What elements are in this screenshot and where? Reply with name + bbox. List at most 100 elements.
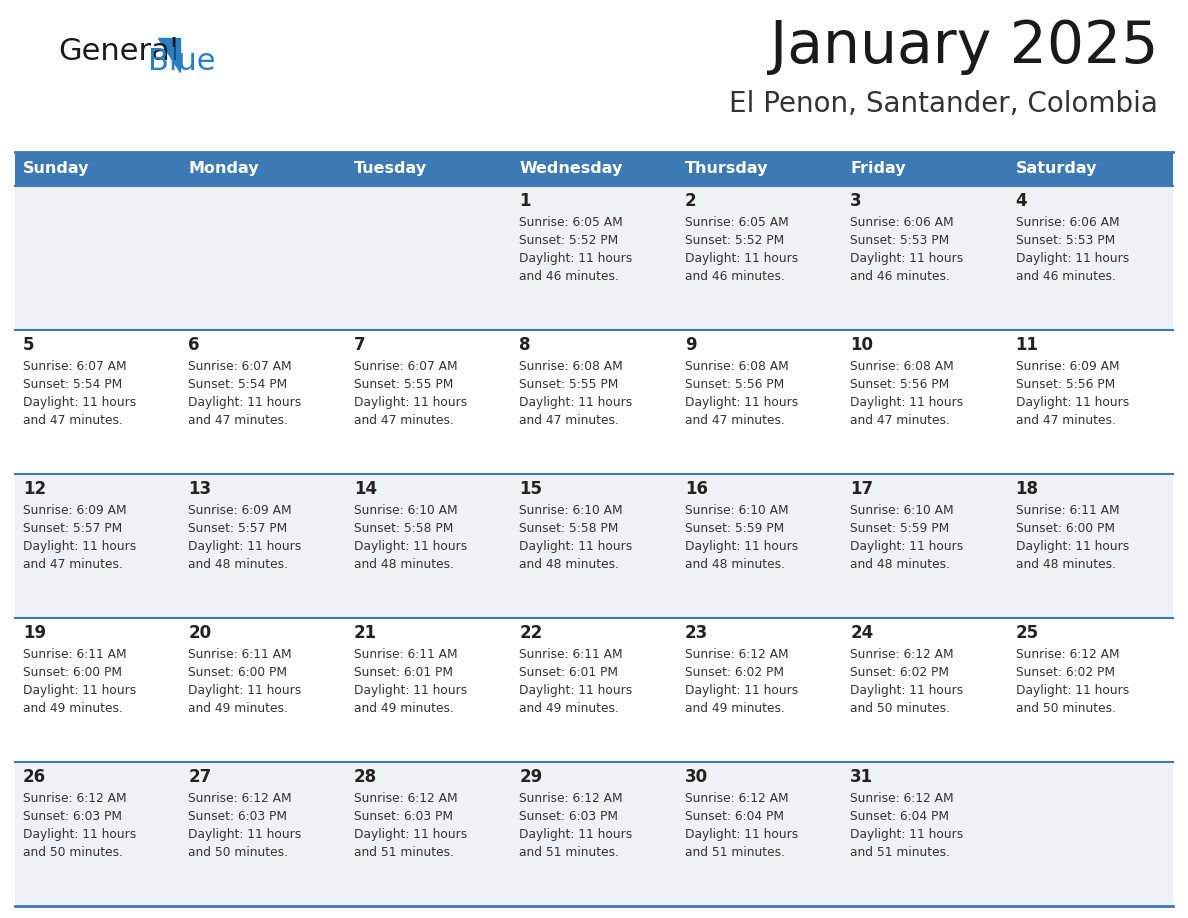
Text: 20: 20 [189, 624, 211, 642]
Text: Daylight: 11 hours: Daylight: 11 hours [189, 396, 302, 409]
Text: Sunset: 5:56 PM: Sunset: 5:56 PM [684, 378, 784, 391]
Text: and 46 minutes.: and 46 minutes. [851, 270, 950, 283]
Text: Sunset: 5:53 PM: Sunset: 5:53 PM [1016, 234, 1114, 247]
Text: and 47 minutes.: and 47 minutes. [851, 414, 950, 427]
Text: 27: 27 [189, 768, 211, 786]
Text: Sunrise: 6:09 AM: Sunrise: 6:09 AM [189, 504, 292, 517]
Text: Sunset: 6:00 PM: Sunset: 6:00 PM [189, 666, 287, 679]
Text: and 48 minutes.: and 48 minutes. [189, 558, 289, 571]
Text: and 46 minutes.: and 46 minutes. [1016, 270, 1116, 283]
Text: and 47 minutes.: and 47 minutes. [189, 414, 289, 427]
Text: Sunrise: 6:11 AM: Sunrise: 6:11 AM [1016, 504, 1119, 517]
Text: Daylight: 11 hours: Daylight: 11 hours [684, 540, 798, 553]
Text: 18: 18 [1016, 480, 1038, 498]
Text: 31: 31 [851, 768, 873, 786]
Text: Sunrise: 6:12 AM: Sunrise: 6:12 AM [851, 648, 954, 661]
Text: Sunset: 5:53 PM: Sunset: 5:53 PM [851, 234, 949, 247]
Text: Daylight: 11 hours: Daylight: 11 hours [1016, 540, 1129, 553]
Text: Daylight: 11 hours: Daylight: 11 hours [354, 396, 467, 409]
Text: Sunrise: 6:11 AM: Sunrise: 6:11 AM [23, 648, 127, 661]
Text: 8: 8 [519, 336, 531, 354]
Text: and 48 minutes.: and 48 minutes. [684, 558, 785, 571]
Text: Daylight: 11 hours: Daylight: 11 hours [851, 684, 963, 697]
Text: and 48 minutes.: and 48 minutes. [1016, 558, 1116, 571]
Text: Sunset: 6:03 PM: Sunset: 6:03 PM [189, 810, 287, 823]
Text: Sunset: 5:52 PM: Sunset: 5:52 PM [684, 234, 784, 247]
Text: Sunrise: 6:12 AM: Sunrise: 6:12 AM [684, 648, 789, 661]
Text: Daylight: 11 hours: Daylight: 11 hours [354, 540, 467, 553]
Bar [346, 152, 511, 186]
Text: Sunrise: 6:06 AM: Sunrise: 6:06 AM [1016, 216, 1119, 229]
Text: Sunrise: 6:11 AM: Sunrise: 6:11 AM [354, 648, 457, 661]
Text: Sunrise: 6:05 AM: Sunrise: 6:05 AM [519, 216, 623, 229]
Text: Daylight: 11 hours: Daylight: 11 hours [519, 684, 632, 697]
Text: January 2025: January 2025 [770, 18, 1158, 75]
Text: Daylight: 11 hours: Daylight: 11 hours [684, 396, 798, 409]
Text: and 49 minutes.: and 49 minutes. [519, 702, 619, 715]
Text: and 50 minutes.: and 50 minutes. [851, 702, 950, 715]
Text: Sunset: 5:54 PM: Sunset: 5:54 PM [189, 378, 287, 391]
Text: Wednesday: Wednesday [519, 162, 623, 176]
Text: 1: 1 [519, 192, 531, 210]
Text: Daylight: 11 hours: Daylight: 11 hours [23, 396, 137, 409]
Text: Daylight: 11 hours: Daylight: 11 hours [684, 252, 798, 265]
Text: Sunset: 6:03 PM: Sunset: 6:03 PM [354, 810, 453, 823]
Text: Sunset: 5:56 PM: Sunset: 5:56 PM [851, 378, 949, 391]
Text: 7: 7 [354, 336, 366, 354]
Text: Sunset: 5:59 PM: Sunset: 5:59 PM [851, 522, 949, 535]
Text: Sunrise: 6:11 AM: Sunrise: 6:11 AM [189, 648, 292, 661]
Text: and 50 minutes.: and 50 minutes. [1016, 702, 1116, 715]
Text: Daylight: 11 hours: Daylight: 11 hours [684, 828, 798, 841]
Text: Sunrise: 6:07 AM: Sunrise: 6:07 AM [354, 360, 457, 373]
Text: Daylight: 11 hours: Daylight: 11 hours [189, 684, 302, 697]
Text: and 47 minutes.: and 47 minutes. [23, 558, 122, 571]
Text: and 49 minutes.: and 49 minutes. [23, 702, 122, 715]
Text: Friday: Friday [851, 162, 905, 176]
Text: and 47 minutes.: and 47 minutes. [1016, 414, 1116, 427]
Text: 4: 4 [1016, 192, 1028, 210]
Text: Daylight: 11 hours: Daylight: 11 hours [1016, 396, 1129, 409]
Text: Sunset: 6:00 PM: Sunset: 6:00 PM [1016, 522, 1114, 535]
Text: 25: 25 [1016, 624, 1038, 642]
Text: Sunset: 6:02 PM: Sunset: 6:02 PM [851, 666, 949, 679]
Text: Sunset: 6:01 PM: Sunset: 6:01 PM [519, 666, 618, 679]
Bar [15, 186, 1173, 330]
Text: Sunrise: 6:12 AM: Sunrise: 6:12 AM [23, 792, 127, 805]
Text: and 48 minutes.: and 48 minutes. [519, 558, 619, 571]
Text: Sunrise: 6:11 AM: Sunrise: 6:11 AM [519, 648, 623, 661]
Text: 29: 29 [519, 768, 543, 786]
Text: and 47 minutes.: and 47 minutes. [23, 414, 122, 427]
Text: General: General [58, 37, 178, 66]
Text: Sunrise: 6:06 AM: Sunrise: 6:06 AM [851, 216, 954, 229]
Text: and 48 minutes.: and 48 minutes. [851, 558, 950, 571]
Text: Sunset: 6:04 PM: Sunset: 6:04 PM [684, 810, 784, 823]
Text: Daylight: 11 hours: Daylight: 11 hours [23, 684, 137, 697]
Text: Daylight: 11 hours: Daylight: 11 hours [851, 252, 963, 265]
Text: 2: 2 [684, 192, 696, 210]
Text: Sunrise: 6:12 AM: Sunrise: 6:12 AM [851, 792, 954, 805]
Text: 16: 16 [684, 480, 708, 498]
Text: Sunrise: 6:08 AM: Sunrise: 6:08 AM [684, 360, 789, 373]
Text: Sunset: 6:03 PM: Sunset: 6:03 PM [23, 810, 122, 823]
Text: Daylight: 11 hours: Daylight: 11 hours [851, 828, 963, 841]
Text: Sunrise: 6:10 AM: Sunrise: 6:10 AM [519, 504, 623, 517]
Text: and 50 minutes.: and 50 minutes. [23, 846, 124, 859]
Text: and 47 minutes.: and 47 minutes. [519, 414, 619, 427]
Text: Sunset: 6:02 PM: Sunset: 6:02 PM [1016, 666, 1114, 679]
Text: Sunset: 5:55 PM: Sunset: 5:55 PM [519, 378, 619, 391]
Text: and 46 minutes.: and 46 minutes. [684, 270, 784, 283]
Text: Sunrise: 6:12 AM: Sunrise: 6:12 AM [354, 792, 457, 805]
Text: Sunset: 6:01 PM: Sunset: 6:01 PM [354, 666, 453, 679]
Bar [677, 152, 842, 186]
Text: Daylight: 11 hours: Daylight: 11 hours [519, 828, 632, 841]
Bar [15, 762, 1173, 906]
Text: Thursday: Thursday [684, 162, 769, 176]
Text: Sunrise: 6:08 AM: Sunrise: 6:08 AM [851, 360, 954, 373]
Text: Sunrise: 6:12 AM: Sunrise: 6:12 AM [1016, 648, 1119, 661]
Text: and 49 minutes.: and 49 minutes. [189, 702, 289, 715]
Text: Daylight: 11 hours: Daylight: 11 hours [354, 828, 467, 841]
Text: Sunrise: 6:09 AM: Sunrise: 6:09 AM [23, 504, 127, 517]
Text: Daylight: 11 hours: Daylight: 11 hours [684, 684, 798, 697]
Text: 23: 23 [684, 624, 708, 642]
Text: 28: 28 [354, 768, 377, 786]
